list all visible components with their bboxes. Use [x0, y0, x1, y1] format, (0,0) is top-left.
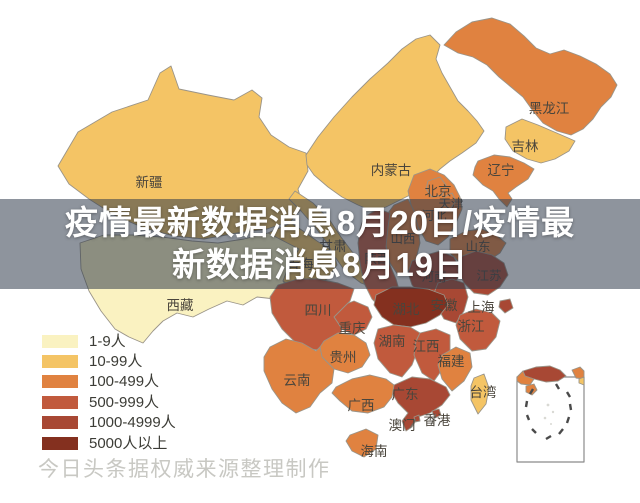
province-label-chongqing: 重庆	[339, 321, 366, 336]
hongkong-leader-line	[430, 413, 437, 426]
legend-label: 5000人以上	[89, 434, 168, 452]
province-label-liaoning: 辽宁	[488, 162, 515, 178]
province-label-hongkong: 香港	[424, 413, 451, 428]
legend-swatch	[42, 334, 78, 348]
province-label-anhui: 安徽	[431, 298, 458, 313]
legend-label: 100-499人	[89, 373, 160, 391]
legend-item: 10-99人	[42, 351, 176, 371]
legend-swatch	[42, 436, 78, 450]
inset-islet-dots	[543, 403, 555, 425]
province-label-guizhou: 贵州	[330, 350, 357, 365]
province-label-hainan: 海南	[361, 444, 388, 459]
province-label-heilongjiang: 黑龙江	[529, 101, 570, 116]
province-label-beijing: 北京	[425, 184, 452, 199]
province-label-jiangxi: 江西	[413, 339, 440, 354]
province-neimenggu	[305, 34, 485, 212]
province-shanghai	[498, 298, 514, 314]
legend-label: 500-999人	[89, 393, 160, 411]
province-guangxi	[331, 374, 395, 414]
province-label-xinjiang: 新疆	[136, 175, 163, 190]
south-china-sea-inset	[516, 365, 585, 463]
headline-line-2: 新数据消息8月19日	[171, 246, 469, 283]
legend-swatch	[42, 416, 78, 430]
province-label-hunan: 湖南	[379, 334, 406, 349]
inset-taiwan	[578, 376, 585, 386]
legend-item: 500-999人	[42, 392, 176, 412]
legend-item: 1000-4999人	[42, 413, 176, 433]
legend-swatch	[42, 375, 78, 389]
province-label-jilin: 吉林	[512, 139, 540, 154]
province-zhejiang	[455, 308, 501, 352]
legend-label: 1-9人	[89, 332, 126, 350]
province-label-guangxi: 广西	[348, 398, 375, 413]
macau-leader-line	[409, 418, 417, 429]
province-hainan	[345, 428, 379, 458]
province-fujian	[437, 346, 473, 392]
province-label-shanghai: 上海	[468, 300, 495, 315]
province-label-zhejiang: 浙江	[458, 319, 485, 334]
legend-swatch	[42, 395, 78, 409]
province-label-hubei: 湖北	[393, 302, 420, 317]
province-label-xizang: 西藏	[167, 298, 194, 313]
province-beijing	[425, 176, 447, 198]
province-jilin	[504, 118, 576, 164]
province-liaoning	[472, 154, 535, 208]
province-yunnan	[263, 338, 335, 414]
headline-banner: 疫情最新数据消息8月20日/疫情最 新数据消息8月19日	[0, 199, 640, 289]
legend-swatch	[42, 355, 78, 369]
legend: 1-9人 10-99人 100-499人 500-999人 1000-4999人…	[42, 331, 176, 453]
nine-dash-line	[524, 383, 573, 441]
province-label-macau: 澳门	[389, 418, 416, 433]
province-label-yunnan: 云南	[284, 373, 311, 388]
legend-item: 1-9人	[42, 331, 176, 351]
legend-label: 1000-4999人	[89, 414, 176, 432]
headline-line-1: 疫情最新数据消息8月20日/疫情最	[64, 204, 576, 241]
legend-item: 100-499人	[42, 372, 176, 392]
province-heilongjiang	[443, 17, 618, 136]
legend-label: 10-99人	[89, 353, 143, 371]
watermark: 今日头条据权威来源整理制作	[38, 458, 331, 481]
legend-item: 5000人以上	[42, 433, 176, 453]
province-taiwan	[470, 373, 490, 415]
inset-coast-east	[571, 366, 585, 380]
inset-coast-west	[516, 370, 535, 386]
province-label-fujian: 福建	[438, 354, 465, 369]
province-hongkong	[431, 408, 442, 419]
province-label-neimenggu: 内蒙古	[371, 163, 412, 178]
province-label-taiwan: 台湾	[470, 384, 497, 400]
province-label-sichuan: 四川	[305, 303, 332, 318]
province-hunan	[373, 324, 421, 378]
province-label-guangdong: 广东	[392, 387, 419, 402]
